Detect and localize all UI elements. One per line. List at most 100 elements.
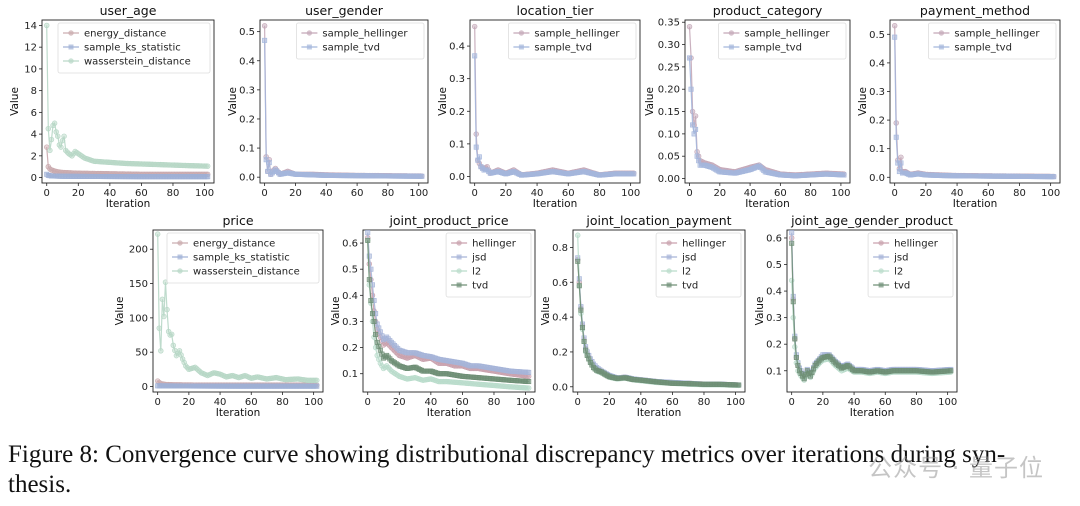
- chart-legend: hellinger jsd l2 tvd: [655, 232, 742, 298]
- legend-label: wasserstein_distance: [84, 57, 191, 68]
- legend-label: sample_hellinger: [744, 29, 830, 40]
- x-tick-label: 40: [103, 188, 116, 199]
- x-tick-label: 0: [575, 397, 581, 408]
- series-sample-tvd: [892, 34, 1057, 180]
- y-tick-label: 0.3: [342, 317, 358, 328]
- data-point: [788, 277, 795, 284]
- data-point: [51, 120, 58, 126]
- x-tick-label: 100: [938, 397, 957, 408]
- data-point: [948, 368, 954, 374]
- x-tick-label: 0: [44, 188, 50, 199]
- x-tick-label: 80: [382, 188, 395, 199]
- legend-entry: sample_hellinger: [723, 29, 830, 40]
- series-sample-tvd: [687, 55, 847, 179]
- legend-label: sample_ks_statistic: [84, 43, 181, 54]
- y-tick-label: 8: [31, 86, 37, 97]
- legend-marker: [878, 240, 884, 246]
- x-tick-label: 100: [831, 188, 850, 199]
- legend-label: wasserstein_distance: [193, 267, 300, 278]
- x-tick-label: 80: [167, 188, 180, 199]
- x-tick-label: 40: [531, 188, 544, 199]
- y-tick-label: 0.3: [869, 87, 885, 98]
- data-point: [578, 307, 584, 313]
- legend-entry: sample_hellinger: [301, 29, 408, 40]
- chart-title: price: [222, 213, 253, 228]
- legend-label: jsd: [471, 253, 486, 264]
- legend-marker: [518, 44, 524, 50]
- legend-label: hellinger: [894, 239, 939, 250]
- legend-marker: [666, 254, 672, 260]
- legend-label: tvd: [472, 281, 488, 292]
- chart-user-gender: user_gender 0 20 40 60 80 100 0.0 0.1 0.2 0.3 0.4 0.…: [227, 3, 429, 199]
- data-point: [692, 113, 699, 119]
- y-tick-label: 0.2: [766, 340, 782, 351]
- data-point: [164, 306, 170, 313]
- x-tick-label: 20: [603, 397, 616, 408]
- x-axis-label: Iteration: [533, 198, 578, 210]
- data-point: [793, 354, 799, 360]
- data-point: [419, 173, 425, 179]
- data-point: [48, 136, 55, 143]
- data-point: [473, 144, 479, 150]
- y-tick-label: 0.5: [342, 265, 358, 276]
- x-axis-label: Iteration: [216, 407, 261, 419]
- data-point: [55, 133, 61, 139]
- x-tick-label: 100: [516, 397, 535, 408]
- legend-label: energy_distance: [84, 29, 166, 40]
- x-tick-label: 0: [686, 188, 692, 199]
- data-point: [44, 22, 50, 29]
- legend-marker: [68, 44, 74, 50]
- data-point: [472, 53, 478, 59]
- y-axis-label: Value: [9, 87, 21, 116]
- y-tick-label: 6: [31, 108, 37, 119]
- legend-label: jsd: [893, 253, 908, 264]
- data-point: [688, 86, 694, 92]
- x-tick-label: 80: [276, 397, 289, 408]
- chart-location-tier: location_tier 0 20 40 60 80 100 0.0 0.1 0.2 0.3 0.4…: [437, 3, 641, 210]
- chart-title: user_gender: [305, 3, 384, 18]
- legend-label: sample_ks_statistic: [193, 253, 290, 264]
- chart-legend: sample_hellinger sample_tvd: [718, 22, 847, 60]
- legend-box: [57, 22, 211, 74]
- series-sample-ks-statistic: [44, 171, 211, 180]
- y-tick-label: 0.5: [239, 27, 255, 38]
- y-tick-label: 0.1: [766, 366, 782, 377]
- legend-marker: [456, 268, 462, 274]
- x-axis-label: Iteration: [953, 198, 998, 210]
- x-tick-label: 40: [744, 188, 757, 199]
- data-point: [691, 131, 697, 137]
- chart-product-category: product_category 0 20 40 60 80 100 0.00 0.05 0.10…: [644, 3, 850, 210]
- y-tick-label: 0.4: [449, 42, 465, 53]
- y-tick-label: 0.4: [239, 56, 255, 67]
- y-axis-label: Value: [114, 297, 126, 326]
- data-point: [159, 296, 166, 303]
- legend-label: sample_hellinger: [954, 29, 1040, 40]
- y-tick-label: 2: [31, 151, 37, 162]
- x-tick-label: 80: [1013, 188, 1026, 199]
- data-point: [693, 126, 699, 132]
- x-axis-label: Iteration: [850, 407, 895, 419]
- x-tick-label: 0: [261, 188, 267, 199]
- y-tick-label: 0.10: [658, 129, 680, 140]
- legend-label: sample_tvd: [954, 43, 1012, 54]
- legend-entry: sample_tvd: [723, 43, 802, 54]
- x-axis-label: Iteration: [427, 407, 472, 419]
- data-point: [690, 122, 696, 128]
- data-point: [694, 153, 700, 159]
- chart-title: user_age: [100, 3, 157, 18]
- x-tick-label: 20: [393, 397, 406, 408]
- y-tick-label: 0.20: [658, 85, 680, 96]
- legend-marker: [68, 30, 74, 36]
- y-tick-label: 0.1: [342, 369, 358, 380]
- data-point: [158, 348, 164, 354]
- legend-label: energy_distance: [193, 239, 275, 250]
- x-tick-label: 20: [817, 397, 830, 408]
- series-sample-tvd: [262, 37, 425, 179]
- x-tick-label: 80: [488, 397, 501, 408]
- y-axis-label: Value: [227, 87, 239, 116]
- y-tick-label: 0.05: [658, 152, 680, 163]
- legend-marker: [878, 254, 884, 260]
- y-tick-label: 0.5: [766, 260, 782, 271]
